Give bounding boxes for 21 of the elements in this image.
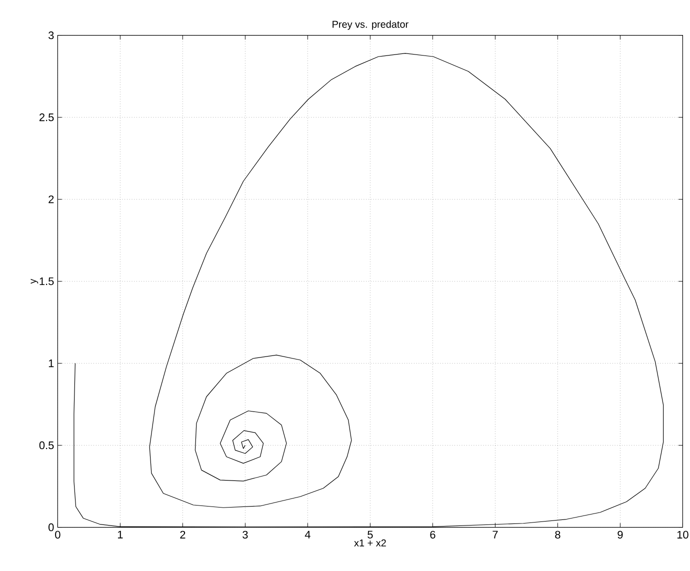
y-tick-label: 0 [48,523,54,532]
x-tick-label: 1 [118,530,123,538]
y-tick-label: 3 [48,31,54,40]
x-tick-label: 10 [677,530,688,539]
y-tick-label: 2 [48,195,54,204]
x-tick-label: 2 [180,530,186,538]
y-tick-label: 0.5 [39,441,54,450]
y-tick-label: 2.5 [39,113,54,122]
x-tick-label: 5 [368,530,373,538]
y-axis-title: y [30,278,38,284]
x-axis-title: x1 + x2 [354,539,386,546]
x-tick-label: 7 [492,530,498,538]
x-tick-label: 9 [618,530,623,539]
y-tick-label: 1 [48,360,54,368]
x-tick-label: 4 [304,530,310,538]
x-tick-label: 0 [55,530,60,539]
chart-title: Prey vs. predator [332,20,408,30]
x-tick-label: 8 [555,530,560,539]
y-tick-label: 1.5 [40,277,54,286]
x-tick-label: 3 [242,530,248,539]
x-tick-label: 6 [430,530,436,539]
